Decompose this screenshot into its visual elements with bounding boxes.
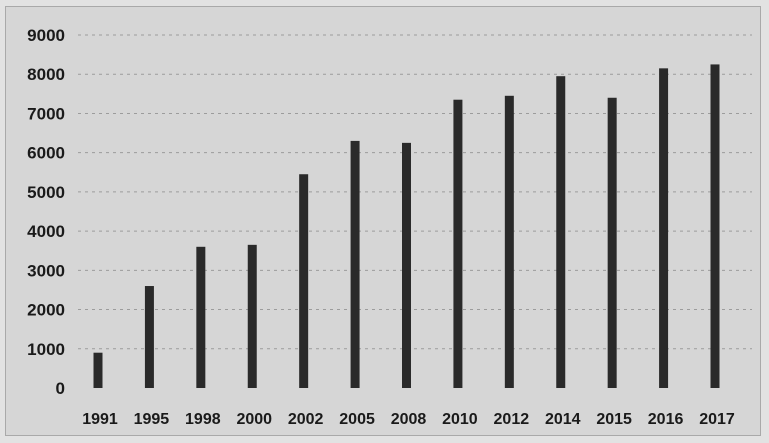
bar-2002 <box>299 174 309 388</box>
y-tick-label: 8000 <box>27 65 65 84</box>
bar-2010 <box>453 99 463 388</box>
bar-1991 <box>93 352 103 388</box>
x-tick-label: 2008 <box>391 411 427 428</box>
bar-2008 <box>402 142 411 388</box>
x-tick-label: 2005 <box>339 411 375 428</box>
y-tick-label: 6000 <box>27 144 65 163</box>
bar-1998 <box>196 246 206 388</box>
x-tick-label: 2012 <box>494 411 530 428</box>
y-tick-label: 9000 <box>27 26 65 45</box>
bar-2012 <box>504 95 514 389</box>
y-tick-label: 0 <box>56 379 65 398</box>
x-tick-label: 2015 <box>596 411 632 428</box>
x-tick-label: 2017 <box>699 411 735 428</box>
x-tick-label: 1995 <box>134 411 170 428</box>
y-tick-label: 5000 <box>27 183 65 202</box>
chart-area <box>5 6 761 436</box>
x-tick-label: 2002 <box>288 411 324 428</box>
bar-2017 <box>710 64 720 389</box>
bar-1995 <box>144 286 154 388</box>
x-tick-label: 2010 <box>442 411 478 428</box>
x-tick-label: 1998 <box>185 411 221 428</box>
bar-2016 <box>659 68 669 388</box>
bar-2000 <box>247 244 257 388</box>
gridlines <box>78 34 752 350</box>
bar-2014 <box>556 76 566 388</box>
x-tick-label: 2000 <box>236 411 272 428</box>
x-tick-label: 1991 <box>82 411 118 428</box>
bar-2005 <box>350 140 360 388</box>
y-axis-ticks: 0 1000 2000 3000 4000 5000 6000 7000 8000 9000 <box>27 26 65 398</box>
bars <box>93 64 720 389</box>
x-axis-ticks: 1991 1995 1998 2000 2002 2005 2008 2010 2012 2014… <box>82 411 735 428</box>
y-tick-label: 4000 <box>27 222 65 241</box>
y-tick-label: 2000 <box>27 301 65 320</box>
x-tick-label: 2014 <box>545 411 581 428</box>
bar-2015 <box>607 97 617 388</box>
x-tick-label: 2016 <box>648 411 684 428</box>
y-tick-label: 1000 <box>27 340 65 359</box>
y-tick-label: 7000 <box>27 104 65 123</box>
y-tick-label: 3000 <box>27 261 65 280</box>
